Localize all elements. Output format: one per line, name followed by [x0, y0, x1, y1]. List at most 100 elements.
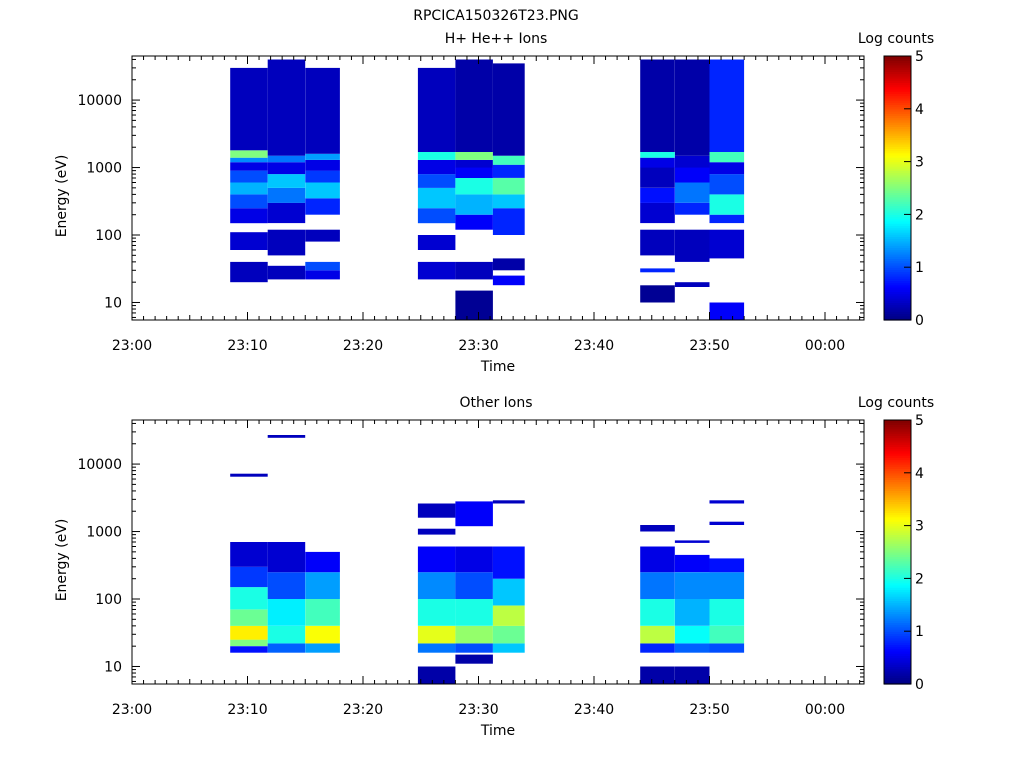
colorbar-step — [884, 640, 911, 643]
x-tick-label: 23:20 — [343, 702, 383, 718]
colorbar-step — [884, 84, 911, 88]
colorbar-step — [884, 490, 911, 494]
colorbar-step — [884, 626, 911, 630]
x-tick-label: 23:40 — [574, 702, 614, 718]
colorbar-step — [884, 541, 911, 544]
colorbar-step — [884, 527, 911, 531]
colorbar-step — [884, 201, 911, 204]
colorbar-step — [884, 525, 911, 529]
colorbar-step — [884, 488, 911, 491]
heatmap-cell — [305, 551, 340, 573]
colorbar-step — [884, 179, 911, 182]
colorbar: 0 1 2 3 4 5 — [883, 413, 924, 693]
heatmap-cell — [455, 261, 493, 280]
heatmap-cell — [709, 643, 745, 653]
colorbar-step — [884, 163, 911, 167]
colorbar-step — [884, 267, 911, 270]
colorbar-step — [884, 106, 911, 110]
colorbar-step — [884, 615, 911, 619]
panel-title: Other Ions — [459, 395, 532, 411]
colorbar-step — [884, 133, 911, 136]
colorbar-step — [884, 276, 911, 279]
heatmap-cell — [267, 599, 306, 626]
colorbar-step — [884, 91, 911, 94]
heatmap-cell — [674, 202, 710, 215]
heatmap-cell — [455, 572, 493, 599]
colorbar-step — [884, 653, 911, 656]
colorbar-step — [884, 534, 911, 538]
heatmap-cell — [305, 170, 340, 183]
heatmap-cell — [492, 194, 525, 209]
colorbar-step — [884, 95, 911, 99]
colorbar-step — [884, 664, 911, 667]
colorbar-step — [884, 512, 911, 516]
colorbar-step — [884, 71, 911, 75]
heatmap-cell — [455, 625, 493, 644]
heatmap-cell — [492, 500, 525, 504]
colorbar-step — [884, 675, 911, 678]
colorbar-step — [884, 146, 911, 149]
heatmap-cell — [674, 599, 710, 626]
colorbar-tick-label: 3 — [915, 155, 924, 171]
heatmap-cell — [674, 572, 710, 599]
colorbar-tick-label: 1 — [915, 260, 924, 276]
colorbar-step — [884, 278, 911, 281]
colorbar-step — [884, 196, 911, 200]
colorbar-step — [884, 287, 911, 290]
y-tick-label: 10 — [104, 659, 122, 675]
colorbar-step — [884, 424, 911, 428]
heatmap-cell — [455, 654, 493, 664]
heatmap-cells — [230, 59, 745, 320]
colorbar-step — [884, 637, 911, 641]
y-tick-label: 10 — [104, 295, 122, 311]
colorbar-step — [884, 75, 911, 79]
colorbar-step — [884, 536, 911, 540]
heatmap-cell — [455, 214, 493, 230]
colorbar-tick-label: 5 — [915, 413, 924, 429]
heatmap-cell — [305, 198, 340, 215]
colorbar-step — [884, 313, 911, 317]
colorbar-step — [884, 659, 911, 663]
colorbar-step — [884, 139, 911, 143]
colorbar-step — [884, 67, 911, 70]
colorbar-step — [884, 148, 911, 152]
colorbar-step — [884, 613, 911, 617]
colorbar-step — [884, 552, 911, 555]
colorbar-step — [884, 426, 911, 430]
colorbar-step — [884, 111, 911, 114]
heatmap-cell — [455, 159, 493, 168]
colorbar-step — [884, 293, 911, 297]
heatmap-cell — [230, 150, 268, 158]
colorbar-step — [884, 174, 911, 178]
heatmap-cell — [674, 666, 710, 684]
x-tick-label: 23:30 — [458, 338, 498, 354]
heatmap-cell — [640, 157, 675, 168]
heatmap-cell — [230, 170, 268, 183]
heatmap-cell — [305, 261, 340, 271]
x-tick-label: 23:00 — [112, 702, 152, 718]
heatmap-cell — [640, 643, 675, 653]
colorbar-step — [884, 622, 911, 626]
colorbar-step — [884, 238, 911, 242]
heatmap-cell — [230, 232, 268, 250]
colorbar-step — [884, 185, 911, 189]
heatmap-cell — [267, 187, 306, 203]
colorbar-step — [884, 309, 911, 312]
colorbar-step — [884, 128, 911, 132]
heatmap-cell — [640, 625, 675, 644]
colorbar-step — [884, 227, 911, 231]
y-axis: 10 100 1000 10000 — [77, 422, 864, 682]
heatmap-cell — [267, 174, 306, 188]
heatmap-cell — [230, 587, 268, 610]
heatmap-cell — [640, 285, 675, 303]
heatmap-cell — [267, 229, 306, 256]
heatmap-cell — [230, 194, 268, 209]
colorbar-step — [884, 172, 911, 176]
colorbar-step — [884, 571, 911, 575]
colorbar-step — [884, 157, 911, 160]
colorbar-step — [884, 655, 911, 659]
colorbar-step — [884, 265, 911, 268]
colorbar-frame — [883, 419, 912, 685]
colorbar-step — [884, 519, 911, 522]
